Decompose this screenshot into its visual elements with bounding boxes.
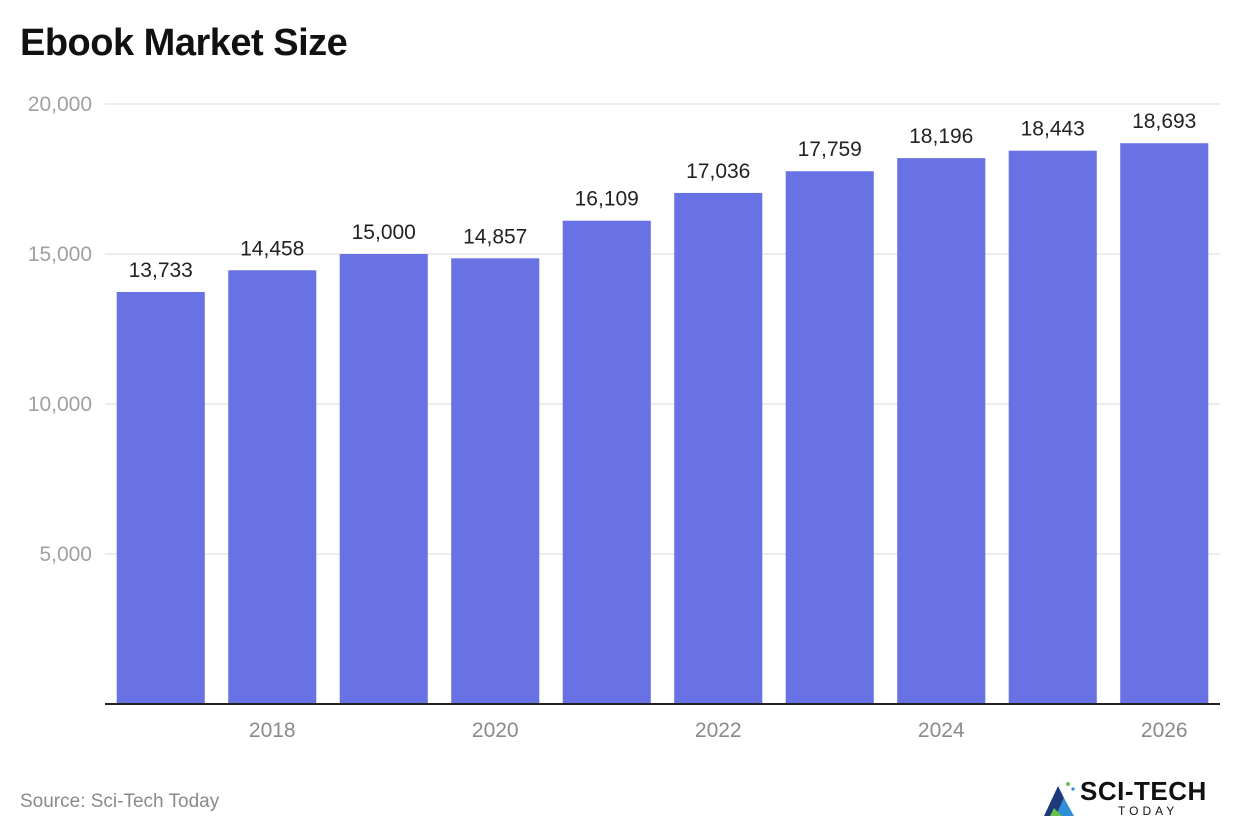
bar-2018: [228, 270, 317, 704]
value-label: 15,000: [352, 221, 416, 244]
bar-2023: [785, 171, 874, 705]
value-label: 16,109: [575, 188, 639, 211]
logo-main-text: SCI-TECH: [1080, 776, 1207, 806]
value-label: 14,458: [240, 237, 304, 260]
y-tick-label: 15,000: [28, 243, 92, 266]
bar-2017: [116, 292, 205, 704]
value-label: 18,443: [1021, 118, 1085, 141]
bar-2022: [674, 192, 763, 705]
y-tick-label: 5,000: [39, 543, 92, 566]
value-label: 13,733: [129, 259, 193, 282]
x-tick-label: 2018: [249, 719, 296, 742]
sci-tech-logo: SCI-TECH TODAY: [1040, 774, 1230, 824]
value-label: 14,857: [463, 225, 527, 248]
source-note: Source: Sci-Tech Today: [20, 791, 220, 812]
bar-2024: [897, 158, 986, 704]
x-tick-label: 2026: [1141, 719, 1188, 742]
y-axis-ticks: 5,000 10,000 15,000 20,000: [28, 93, 92, 566]
bar-2021: [562, 220, 651, 705]
value-label: 18,196: [909, 125, 973, 148]
bar-2019: [339, 254, 428, 704]
bar-2025: [1008, 150, 1097, 704]
bar-2026: [1120, 143, 1209, 704]
value-label: 17,036: [686, 160, 750, 183]
value-labels: 13,733 14,458 15,000 14,857 16,109 17,036 17,7…: [129, 110, 1197, 282]
logo-sub-text: TODAY: [1118, 804, 1179, 818]
bar-2020: [451, 258, 540, 704]
y-tick-label: 20,000: [28, 93, 92, 116]
bars: [116, 143, 1209, 705]
chart-title: Ebook Market Size: [20, 22, 348, 64]
y-tick-label: 10,000: [28, 393, 92, 416]
value-label: 18,693: [1132, 110, 1196, 133]
logo-mark-icon: [1044, 782, 1075, 816]
value-label: 17,759: [798, 138, 862, 161]
x-tick-label: 2022: [695, 719, 742, 742]
x-tick-label: 2020: [472, 719, 519, 742]
x-tick-label: 2024: [918, 719, 965, 742]
x-axis-ticks: 2018 2020 2022 2024 2026: [249, 719, 1188, 742]
